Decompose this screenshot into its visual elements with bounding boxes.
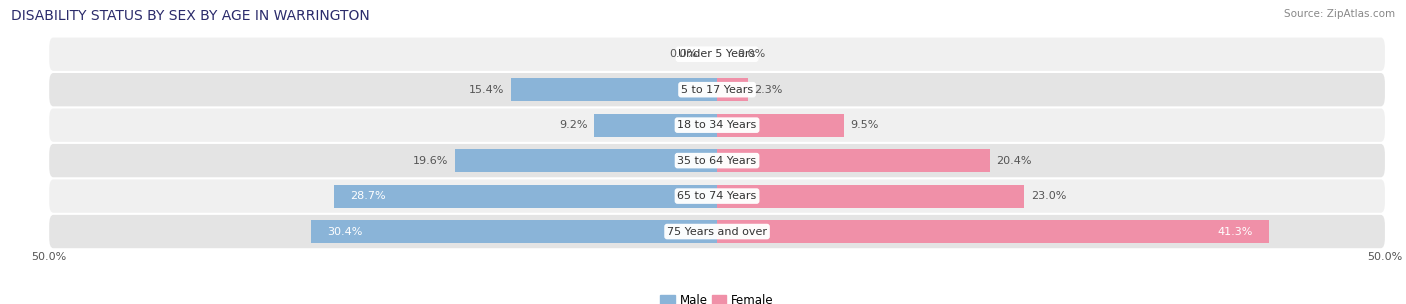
Bar [717,78,748,101]
FancyBboxPatch shape [49,38,1385,71]
Text: 0.0%: 0.0% [669,49,697,59]
Text: 41.3%: 41.3% [1218,226,1253,237]
Bar [311,220,717,243]
FancyBboxPatch shape [49,73,1385,106]
Text: 65 to 74 Years: 65 to 74 Years [678,191,756,201]
Bar [333,185,717,208]
Bar [717,185,1025,208]
FancyBboxPatch shape [49,215,1385,248]
Text: 5 to 17 Years: 5 to 17 Years [681,85,754,95]
Text: Source: ZipAtlas.com: Source: ZipAtlas.com [1284,9,1395,19]
Bar [717,149,990,172]
Text: 28.7%: 28.7% [350,191,385,201]
Text: 2.3%: 2.3% [755,85,783,95]
Bar [717,114,844,137]
FancyBboxPatch shape [49,144,1385,177]
Text: DISABILITY STATUS BY SEX BY AGE IN WARRINGTON: DISABILITY STATUS BY SEX BY AGE IN WARRI… [11,9,370,23]
Text: 20.4%: 20.4% [997,156,1032,166]
Text: 9.5%: 9.5% [851,120,879,130]
Text: 15.4%: 15.4% [470,85,505,95]
Bar [456,149,717,172]
Text: Under 5 Years: Under 5 Years [679,49,755,59]
Text: 23.0%: 23.0% [1031,191,1066,201]
Text: 35 to 64 Years: 35 to 64 Years [678,156,756,166]
Text: 18 to 34 Years: 18 to 34 Years [678,120,756,130]
Bar [595,114,717,137]
Bar [512,78,717,101]
FancyBboxPatch shape [49,179,1385,213]
FancyBboxPatch shape [49,109,1385,142]
Text: 75 Years and over: 75 Years and over [666,226,768,237]
Bar [717,220,1268,243]
Legend: Male, Female: Male, Female [655,289,779,304]
Text: 9.2%: 9.2% [560,120,588,130]
Text: 0.0%: 0.0% [737,49,765,59]
Text: 19.6%: 19.6% [413,156,449,166]
Text: 30.4%: 30.4% [328,226,363,237]
